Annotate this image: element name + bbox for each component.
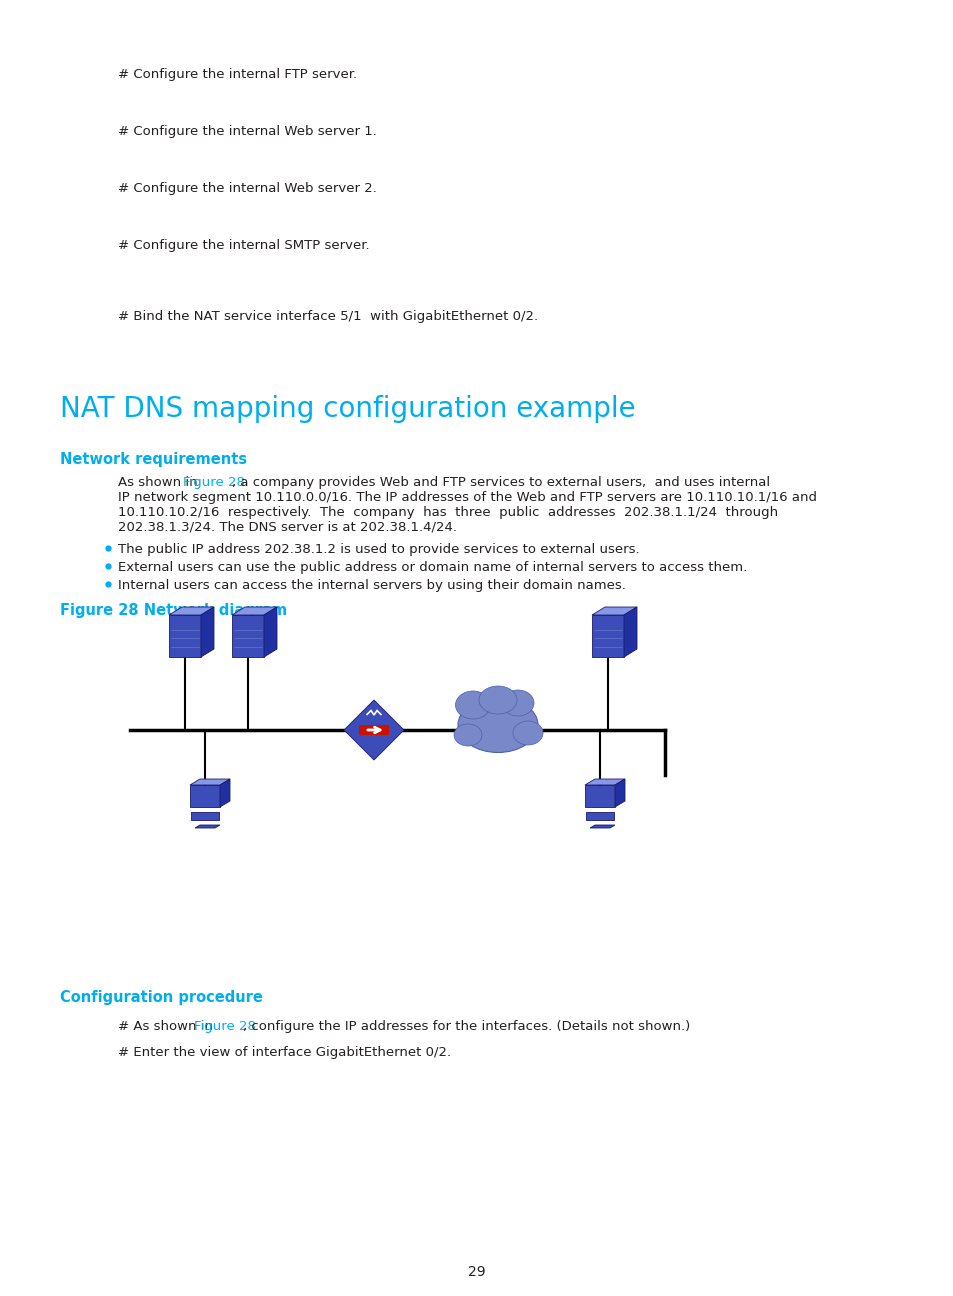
Ellipse shape	[513, 721, 542, 745]
Polygon shape	[194, 826, 220, 828]
Text: # Configure the internal SMTP server.: # Configure the internal SMTP server.	[118, 238, 369, 251]
Ellipse shape	[478, 686, 517, 714]
Polygon shape	[169, 607, 213, 616]
Text: 10.110.10.2/16  respectively.  The  company  has  three  public  addresses  202.: 10.110.10.2/16 respectively. The company…	[118, 505, 778, 518]
Text: Figure 28 Network diagram: Figure 28 Network diagram	[60, 603, 287, 618]
Text: # As shown in: # As shown in	[118, 1020, 217, 1033]
Polygon shape	[232, 616, 264, 657]
Polygon shape	[592, 616, 623, 657]
Polygon shape	[190, 779, 230, 785]
Polygon shape	[592, 607, 637, 616]
Ellipse shape	[501, 689, 534, 715]
Text: 29: 29	[468, 1265, 485, 1279]
Polygon shape	[623, 607, 637, 657]
Polygon shape	[264, 607, 276, 657]
Ellipse shape	[457, 697, 537, 753]
Text: Figure 28: Figure 28	[194, 1020, 256, 1033]
Polygon shape	[585, 813, 614, 820]
Polygon shape	[589, 826, 615, 828]
Text: External users can use the public address or domain name of internal servers to : External users can use the public addres…	[118, 561, 746, 574]
Text: Network requirements: Network requirements	[60, 452, 247, 467]
Polygon shape	[584, 779, 624, 785]
Text: 202.38.1.3/24. The DNS server is at 202.38.1.4/24.: 202.38.1.3/24. The DNS server is at 202.…	[118, 521, 456, 534]
Polygon shape	[232, 607, 276, 616]
Text: As shown in: As shown in	[118, 476, 202, 489]
Text: # Enter the view of interface GigabitEthernet 0/2.: # Enter the view of interface GigabitEth…	[118, 1046, 451, 1059]
Text: # Configure the internal FTP server.: # Configure the internal FTP server.	[118, 67, 356, 80]
Text: Internal users can access the internal servers by using their domain names.: Internal users can access the internal s…	[118, 579, 625, 592]
Text: # Configure the internal Web server 1.: # Configure the internal Web server 1.	[118, 124, 376, 137]
Polygon shape	[190, 785, 220, 807]
Polygon shape	[584, 785, 615, 807]
Polygon shape	[191, 813, 219, 820]
Polygon shape	[201, 607, 213, 657]
Text: # Configure the internal Web server 2.: # Configure the internal Web server 2.	[118, 181, 376, 194]
Text: Figure 28: Figure 28	[183, 476, 245, 489]
Text: # Bind the NAT service interface 5/1  with GigabitEthernet 0/2.: # Bind the NAT service interface 5/1 wit…	[118, 310, 537, 323]
Polygon shape	[358, 724, 389, 735]
Text: IP network segment 10.110.0.0/16. The IP addresses of the Web and FTP servers ar: IP network segment 10.110.0.0/16. The IP…	[118, 491, 816, 504]
Text: The public IP address 202.38.1.2 is used to provide services to external users.: The public IP address 202.38.1.2 is used…	[118, 543, 639, 556]
Text: , a company provides Web and FTP services to external users,  and uses internal: , a company provides Web and FTP service…	[233, 476, 770, 489]
Text: , configure the IP addresses for the interfaces. (Details not shown.): , configure the IP addresses for the int…	[243, 1020, 690, 1033]
Polygon shape	[344, 700, 403, 759]
Polygon shape	[220, 779, 230, 807]
Ellipse shape	[455, 691, 490, 719]
Polygon shape	[169, 616, 201, 657]
Text: Configuration procedure: Configuration procedure	[60, 990, 263, 1004]
Ellipse shape	[454, 724, 481, 746]
Polygon shape	[615, 779, 624, 807]
Text: NAT DNS mapping configuration example: NAT DNS mapping configuration example	[60, 395, 635, 422]
